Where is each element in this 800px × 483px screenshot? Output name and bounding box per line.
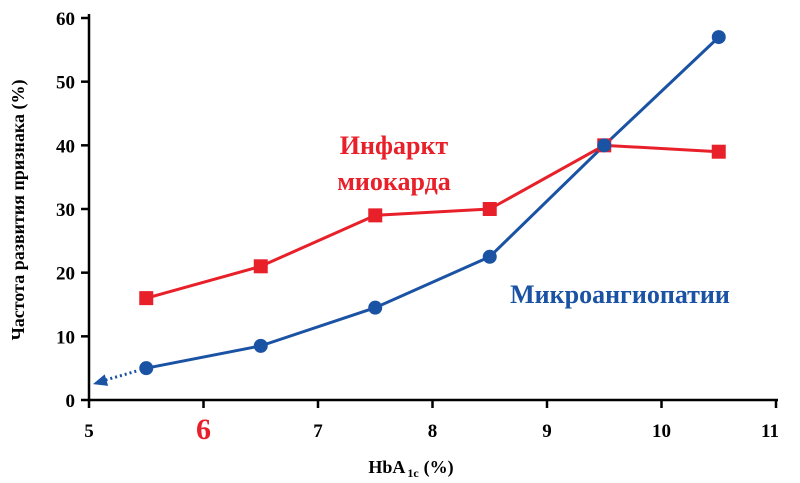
x-tick-label: 8 bbox=[428, 421, 438, 442]
data-point-circle bbox=[482, 249, 497, 264]
series-labels: Инфаркт миокарда Микроангиопатии bbox=[337, 131, 730, 309]
extrapolation-arrowhead bbox=[93, 374, 109, 386]
y-tick-label: 10 bbox=[56, 327, 75, 348]
series-lines bbox=[93, 36, 720, 386]
data-point-square bbox=[139, 291, 154, 306]
x-axis-title-subscript: 1c bbox=[407, 466, 419, 480]
y-tick-label: 50 bbox=[56, 73, 75, 94]
series-label-line: Микроангиопатии bbox=[510, 280, 730, 309]
extrapolation-line bbox=[101, 369, 137, 383]
y-tick-label: 0 bbox=[66, 391, 76, 412]
data-point-circle bbox=[139, 361, 154, 376]
x-tick-label: 5 bbox=[84, 421, 94, 442]
series-line-2 bbox=[145, 36, 720, 370]
data-point-square bbox=[253, 259, 268, 274]
data-point-square bbox=[482, 202, 497, 216]
x-tick-label-highlighted: 6 bbox=[196, 413, 211, 446]
data-point-square bbox=[368, 208, 383, 223]
series-label-line: Инфаркт bbox=[340, 131, 449, 160]
y-tick-label: 60 bbox=[56, 9, 75, 30]
x-axis-title-main: HbA bbox=[368, 457, 405, 477]
x-tick-label: 9 bbox=[542, 421, 552, 442]
series-label-2: Микроангиопатии bbox=[510, 280, 730, 309]
chart-axes bbox=[87, 14, 778, 402]
y-axis-title: Частота развития признака (%) bbox=[8, 80, 29, 341]
x-axis-title: HbA 1c (%) bbox=[368, 457, 453, 480]
series-line-1 bbox=[145, 143, 719, 300]
x-tick-label: 10 bbox=[652, 421, 671, 442]
tick-group: 0 10 20 30 40 50 60 5 6 7 8 9 10 11 bbox=[56, 9, 779, 446]
series-markers bbox=[139, 30, 726, 376]
data-point-circle bbox=[368, 300, 383, 315]
data-point-circle bbox=[711, 30, 726, 45]
data-point-square bbox=[711, 144, 726, 159]
y-tick-label: 40 bbox=[56, 136, 75, 157]
y-tick-label: 30 bbox=[56, 200, 75, 221]
x-axis-title-unit: (%) bbox=[424, 457, 454, 478]
data-point-circle bbox=[597, 138, 612, 153]
x-tick-label: 7 bbox=[313, 421, 323, 442]
x-tick-label: 11 bbox=[761, 421, 779, 442]
series-label-1: Инфаркт миокарда bbox=[337, 131, 451, 196]
data-point-circle bbox=[253, 338, 268, 353]
series-label-line: миокарда bbox=[337, 167, 451, 196]
y-tick-label: 20 bbox=[56, 264, 75, 285]
